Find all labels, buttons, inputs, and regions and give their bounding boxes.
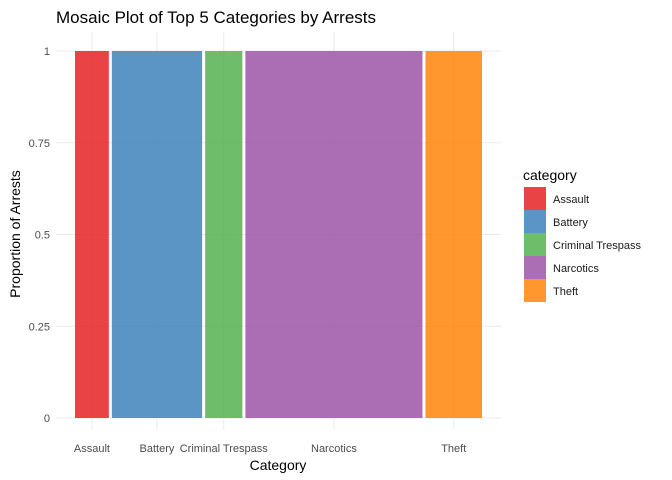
x-tick-label: Narcotics: [311, 443, 357, 455]
bars: [75, 51, 482, 418]
bar-assault: [75, 51, 109, 418]
x-axis-ticks: Assault Battery Criminal Trespass Narcotics…: [74, 443, 466, 455]
x-tick-label: Assault: [74, 443, 110, 455]
bar-narcotics: [245, 51, 423, 418]
chart-title: Mosaic Plot of Top 5 Categories by Arres…: [56, 8, 376, 27]
x-tick-label: Theft: [441, 443, 466, 455]
legend-label: Battery: [553, 217, 588, 229]
bar-battery: [111, 51, 203, 418]
y-axis-ticks: 0 0.25 0.5 0.75 1: [29, 46, 50, 425]
legend: category Assault Battery Criminal Trespass…: [523, 167, 642, 302]
x-axis-title: Category: [250, 457, 307, 473]
y-tick-label: 0: [44, 413, 50, 425]
legend-label: Assault: [553, 194, 589, 206]
legend-swatch: [524, 233, 546, 256]
x-tick-label: Battery: [140, 443, 175, 455]
legend-label: Criminal Trespass: [553, 240, 642, 252]
legend-label: Narcotics: [553, 263, 599, 275]
x-tick-label: Criminal Trespass: [180, 443, 269, 455]
y-tick-label: 0.25: [29, 321, 50, 333]
legend-label: Theft: [553, 286, 578, 298]
legend-swatch: [524, 279, 546, 302]
y-tick-label: 0.5: [35, 230, 50, 242]
y-tick-label: 1: [44, 46, 50, 58]
y-tick-label: 0.75: [29, 138, 50, 150]
bar-criminal-trespass: [205, 51, 243, 418]
bar-theft: [425, 51, 482, 418]
legend-title: category: [523, 167, 577, 183]
legend-swatch: [524, 256, 546, 279]
legend-swatch: [524, 210, 546, 233]
legend-swatch: [524, 187, 546, 210]
y-axis-title: Proportion of Arrests: [7, 170, 23, 298]
